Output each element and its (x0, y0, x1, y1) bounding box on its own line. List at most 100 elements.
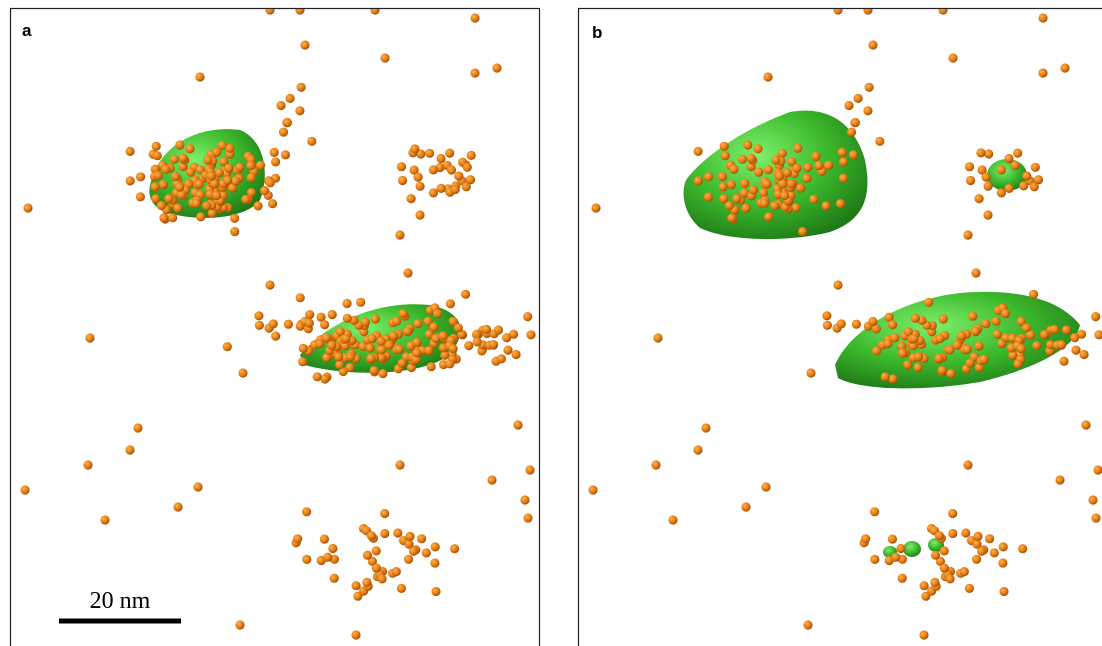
atom (192, 199, 201, 208)
atom (377, 337, 386, 346)
atom (175, 140, 184, 149)
atom (159, 213, 168, 222)
atom (924, 298, 933, 307)
atom (1011, 161, 1020, 170)
atom (378, 574, 387, 583)
atom (161, 165, 170, 174)
atom (764, 165, 773, 174)
atom (125, 445, 134, 454)
atom (271, 332, 280, 341)
atom (323, 553, 332, 562)
atom (793, 144, 802, 153)
atom (1018, 544, 1027, 553)
atom (431, 587, 440, 596)
atom (888, 535, 897, 544)
atom (694, 176, 703, 185)
atom (861, 534, 870, 543)
atom (910, 334, 919, 343)
atom (1038, 68, 1047, 77)
atom (193, 482, 202, 491)
atom (427, 362, 436, 371)
atom (931, 551, 940, 560)
atom (397, 584, 406, 593)
atom (395, 460, 404, 469)
atom (749, 185, 758, 194)
atom (398, 176, 407, 185)
atom (254, 311, 263, 320)
atom (298, 357, 307, 366)
panel-label: a (22, 21, 32, 40)
atom (320, 535, 329, 544)
atom (763, 179, 772, 188)
atom (171, 172, 180, 181)
atom (898, 348, 907, 357)
atom (407, 194, 416, 203)
atom (247, 173, 256, 182)
atom (409, 547, 418, 556)
atom (445, 149, 454, 158)
page: a b 20 nm (() => { const data = JSON.par… (0, 0, 1102, 646)
atom (195, 72, 204, 81)
atom (286, 94, 295, 103)
atom (520, 495, 529, 504)
atom (437, 184, 446, 193)
atom (993, 330, 1002, 339)
atom (775, 171, 784, 180)
atom (913, 363, 922, 372)
atom (704, 172, 713, 181)
atom (85, 333, 94, 342)
atom (246, 161, 255, 170)
atom (999, 587, 1008, 596)
atom (513, 420, 522, 429)
atom (833, 280, 842, 289)
atom (971, 268, 980, 277)
atom (653, 333, 662, 342)
atom (464, 341, 473, 350)
atom (1050, 325, 1059, 334)
atom (279, 128, 288, 137)
atom (297, 83, 306, 92)
atom (322, 333, 331, 342)
atom (175, 183, 184, 192)
atom (718, 172, 727, 181)
atom (422, 548, 431, 557)
atom (1059, 357, 1068, 366)
atom (511, 350, 520, 359)
atom (170, 155, 179, 164)
atom (898, 574, 907, 583)
atom (473, 337, 482, 346)
atom (963, 345, 972, 354)
atom (283, 118, 292, 127)
atom (839, 157, 848, 166)
atom (265, 280, 274, 289)
atom (903, 360, 912, 369)
atom (154, 171, 163, 180)
atom (352, 581, 361, 590)
atom (863, 106, 872, 115)
atom (770, 201, 779, 210)
atom (260, 186, 269, 195)
atom (982, 173, 991, 182)
atom (965, 162, 974, 171)
atom (822, 311, 831, 320)
atom (429, 165, 438, 174)
atom (844, 101, 853, 110)
atom (778, 179, 787, 188)
atom (351, 630, 360, 639)
atom (159, 180, 168, 189)
figure: a b 20 nm (0, 0, 1102, 646)
atom (738, 155, 747, 164)
atom (320, 320, 329, 329)
atom (1022, 323, 1031, 332)
atom (403, 327, 412, 336)
atom (930, 578, 939, 587)
atom (836, 199, 845, 208)
atom (1001, 309, 1010, 318)
atom (957, 331, 966, 340)
atom (966, 359, 975, 368)
atom (1055, 475, 1064, 484)
atom (833, 5, 842, 14)
atom (1057, 340, 1066, 349)
atom (720, 142, 729, 151)
atom (253, 201, 262, 210)
